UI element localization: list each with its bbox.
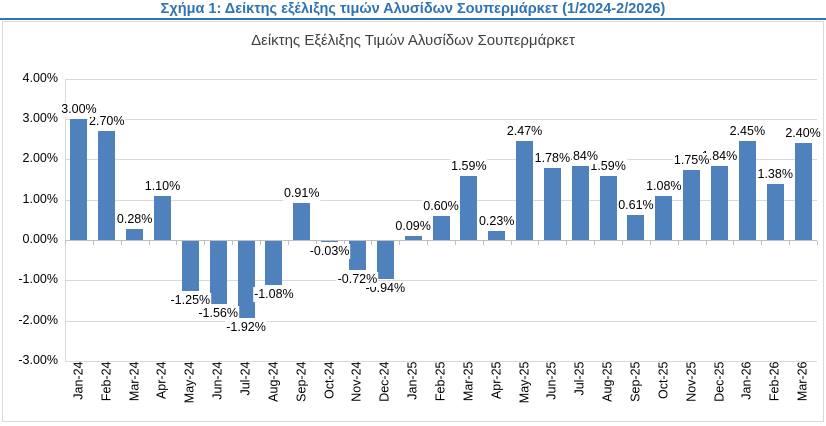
figure-caption: Σχήμα 1: Δείκτης εξέλιξης τιμών Αλυσίδων… — [160, 1, 666, 17]
chart-box — [2, 21, 824, 422]
caption-rule — [0, 18, 826, 20]
chart-title: Δείκτης Εξέλιξης Τιμών Αλυσίδων Σουπερμά… — [251, 32, 575, 49]
